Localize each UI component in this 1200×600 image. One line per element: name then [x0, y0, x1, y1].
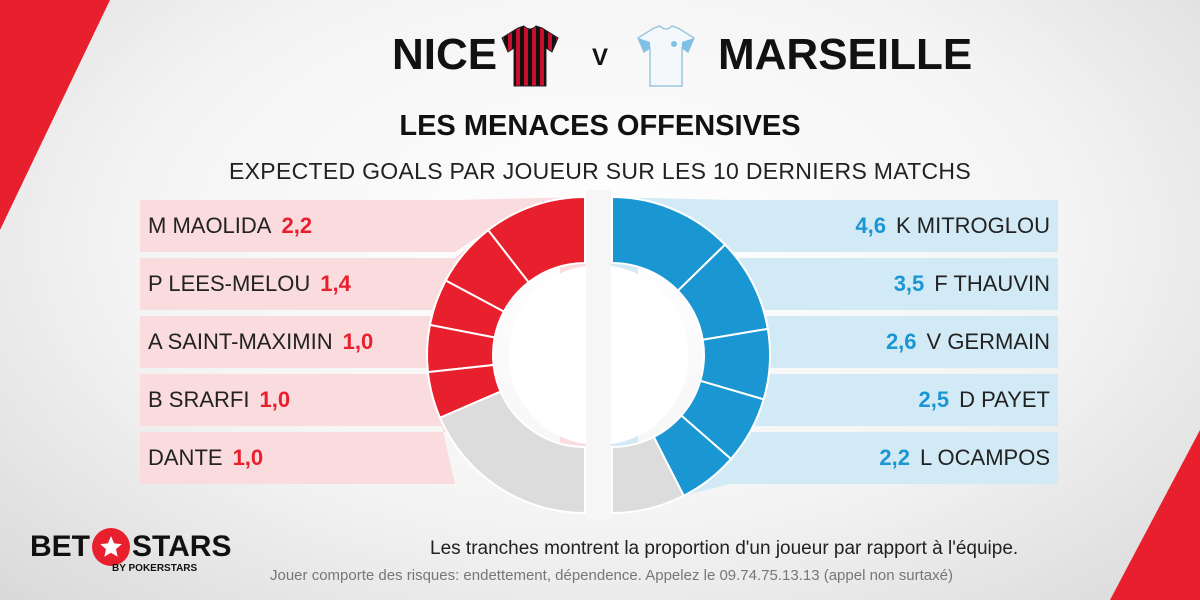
logo-bet-text: BET [30, 530, 90, 563]
home-team-name: NICE [392, 30, 498, 79]
star-icon [92, 528, 130, 566]
center-gap [586, 190, 611, 520]
home-shirt-icon [501, 25, 559, 87]
left-player-label-3: B SRARFI 1,0 [148, 374, 290, 426]
player-name: L OCAMPOS [920, 445, 1050, 470]
player-xg-value: 2,2 [879, 445, 910, 470]
player-name: M MAOLIDA [148, 213, 272, 238]
player-name: D PAYET [959, 387, 1050, 412]
right-player-label-0: 4,6 K MITROGLOU [855, 200, 1050, 252]
player-name: F THAUVIN [934, 271, 1050, 296]
left-player-band-2 [140, 280, 455, 368]
left-player-label-4: DANTE 1,0 [148, 432, 263, 484]
chart-title: LES MENACES OFFENSIVES [399, 110, 801, 142]
right-player-label-3: 2,5 D PAYET [919, 374, 1050, 426]
player-xg-value: 1,4 [320, 271, 351, 296]
player-xg-value: 2,6 [885, 329, 917, 354]
chart-subtitle: EXPECTED GOALS PAR JOUEUR SUR LES 10 DER… [229, 158, 971, 184]
player-xg-value: 1,0 [259, 387, 291, 412]
right-player-band-1 [725, 244, 1058, 329]
player-name: P LEES-MELOU [148, 271, 311, 296]
player-name: B SRARFI [148, 387, 250, 412]
player-xg-value: 2,5 [918, 387, 950, 412]
versus-label: V [592, 44, 609, 71]
right-rest-slice [611, 435, 686, 515]
corner-decoration-left [0, 0, 110, 230]
away-team-name: MARSEILLE [718, 30, 973, 79]
corner-decoration-right [1110, 430, 1200, 600]
right-player-band-4 [683, 432, 1058, 496]
player-name: K MITROGLOU [895, 213, 1050, 238]
player-xg-value: 1,0 [342, 329, 374, 354]
chart-footnote: Les tranches montrent la proportion d'un… [430, 538, 1019, 559]
betstars-logo: BET STARS [30, 528, 231, 566]
player-xg-value: 3,5 [893, 271, 925, 296]
away-shirt-icon [637, 25, 695, 87]
right-player-label-4: 2,2 L OCAMPOS [879, 432, 1050, 484]
left-rest-slice [438, 390, 586, 515]
player-xg-value: 1,0 [232, 445, 264, 470]
player-xg-value: 2,2 [281, 213, 313, 238]
left-player-band-3 [140, 324, 455, 426]
right-player-label-1: 3,5 F THAUVIN [894, 258, 1050, 310]
left-player-band-1 [140, 230, 489, 310]
right-player-band-0 [612, 197, 1058, 252]
right-player-band-2 [730, 316, 1058, 400]
player-name: A SAINT-MAXIMIN [148, 329, 333, 354]
logo-stars-text: STARS [132, 530, 232, 563]
left-player-label-0: M MAOLIDA 2,2 [148, 200, 312, 252]
player-xg-value: 4,6 [855, 213, 886, 238]
right-player-band-3 [730, 374, 1058, 459]
left-player-band-4 [140, 372, 455, 484]
left-player-band-0 [140, 197, 585, 252]
left-player-label-1: P LEES-MELOU 1,4 [148, 258, 351, 310]
gambling-disclaimer: Jouer comporte des risques: endettement,… [270, 567, 953, 584]
left-player-label-2: A SAINT-MAXIMIN 1,0 [148, 316, 373, 368]
logo-subtitle: BY POKERSTARS [112, 563, 198, 574]
player-name: V GERMAIN [926, 329, 1050, 354]
player-name: DANTE [148, 445, 223, 470]
right-player-label-2: 2,6 V GERMAIN [886, 316, 1050, 368]
